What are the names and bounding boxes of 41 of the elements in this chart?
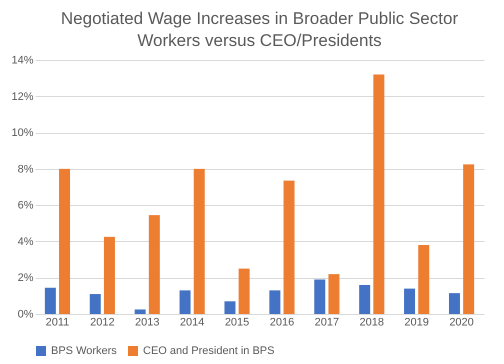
y-tick-label: 6% [18,200,34,212]
bar [59,168,70,314]
x-tick-label: 2017 [314,316,340,328]
bar [448,293,460,314]
bar [269,290,280,314]
legend-label: BPS Workers [51,345,118,357]
x-tick-label: 2011 [46,316,70,328]
y-tick-label: 0% [18,308,34,320]
x-tick-label: 2018 [360,316,384,328]
bar [359,284,370,314]
bar [148,215,160,314]
y-tick-label: 4% [18,236,34,248]
bar [373,74,384,314]
x-tick-label: 2019 [404,316,429,328]
x-tick-label: 2016 [270,316,294,328]
x-tick-label: 2012 [90,316,115,328]
y-tick-label: 10% [11,127,34,140]
bar [404,288,416,314]
chart-title: Negotiated Wage Increases in Broader Public Sector Workers versus CEO/Presidents [60,9,458,50]
bar [463,164,474,314]
bar [90,294,101,314]
legend-label: CEO and President in BPS [143,345,274,357]
bar [224,301,236,314]
x-tick-label: 2013 [135,316,160,328]
bar [314,280,326,314]
bar [104,236,115,314]
x-tick-label: 2014 [180,316,204,328]
bar [238,268,250,314]
bar [194,168,205,314]
bar [44,288,56,314]
x-tick-label: 2020 [449,316,474,328]
y-tick-label: 2% [18,272,34,284]
x-tick-label: 2015 [224,316,250,328]
bar [180,290,191,314]
bar [328,274,340,314]
y-tick-label: 8% [18,163,34,176]
bar [418,245,430,314]
y-tick-label: 14% [11,54,34,66]
y-tick-label: 12% [11,90,34,103]
bar [284,180,295,314]
bar [134,309,146,314]
